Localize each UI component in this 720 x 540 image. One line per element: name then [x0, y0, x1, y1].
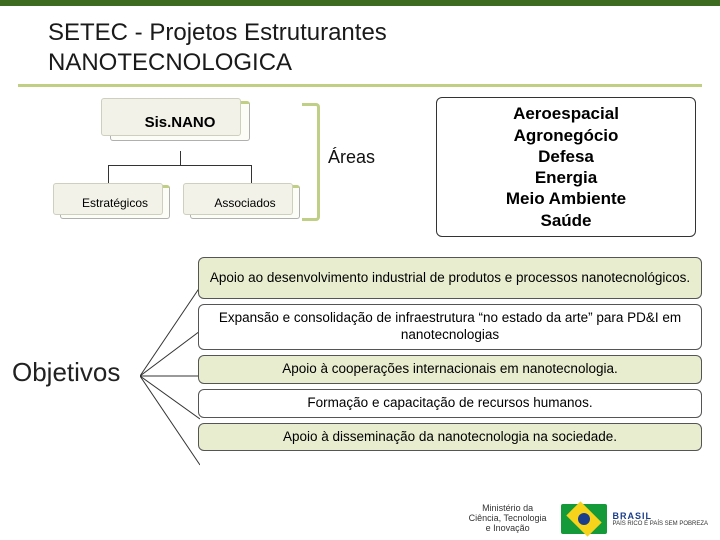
org-children-row: Estratégicos Associados: [60, 185, 300, 219]
area-item: Meio Ambiente: [506, 188, 626, 209]
area-item: Energia: [535, 167, 597, 188]
areas-label: Áreas: [328, 147, 375, 168]
areas-box: Aeroespacial Agronegócio Defesa Energia …: [436, 97, 696, 237]
flag-icon: [561, 504, 607, 534]
objetivo-text: Apoio à disseminação da nanotecnologia n…: [283, 429, 617, 444]
objetivo-box: Formação e capacitação de recursos human…: [198, 389, 702, 418]
lower-diagram: Objetivos Apoio ao desenvolvimento indus…: [0, 257, 720, 507]
objetivos-list: Apoio ao desenvolvimento industrial de p…: [198, 257, 702, 451]
objetivo-box: Apoio à disseminação da nanotecnologia n…: [198, 423, 702, 452]
area-item: Saúde: [540, 210, 591, 231]
brasil-sub: PAÍS RICO É PAÍS SEM POBREZA: [613, 521, 708, 527]
brasil-word: BRASIL: [613, 511, 653, 521]
objetivo-box: Apoio ao desenvolvimento industrial de p…: [198, 257, 702, 299]
org-connectors: [60, 151, 300, 185]
objetivo-text: Apoio ao desenvolvimento industrial de p…: [210, 270, 690, 287]
brasil-text: BRASIL PAÍS RICO É PAÍS SEM POBREZA: [613, 511, 708, 527]
footer: Ministério da Ciência, Tecnologia e Inov…: [469, 504, 708, 534]
fan-connector-icon: [140, 269, 200, 483]
org-chart: Sis.NANO Estratégicos Associados: [60, 101, 300, 141]
objetivo-text: Apoio à cooperações internacionais em na…: [282, 361, 617, 376]
objetivos-label: Objetivos: [12, 357, 120, 388]
ministry-line: e Inovação: [469, 524, 547, 534]
upper-diagram: Sis.NANO Estratégicos Associados Áreas A…: [0, 91, 720, 251]
area-item: Aeroespacial: [513, 103, 619, 124]
title-block: SETEC - Projetos Estruturantes NANOTECNO…: [18, 6, 702, 87]
area-item: Agronegócio: [514, 125, 619, 146]
objetivo-box: Apoio à cooperações internacionais em na…: [198, 355, 702, 384]
org-root-label: Sis.NANO: [145, 114, 216, 131]
objetivo-box: Expansão e consolidação de infraestrutur…: [198, 304, 702, 350]
org-child-node: Associados: [190, 185, 300, 219]
title-line-2: NANOTECNOLOGICA: [48, 49, 292, 76]
org-child-node: Estratégicos: [60, 185, 170, 219]
objetivo-text: Formação e capacitação de recursos human…: [307, 395, 592, 410]
ministry-text: Ministério da Ciência, Tecnologia e Inov…: [469, 504, 547, 534]
area-item: Defesa: [538, 146, 594, 167]
org-child-label: Associados: [214, 196, 275, 210]
brasil-logo: BRASIL PAÍS RICO É PAÍS SEM POBREZA: [561, 504, 708, 534]
org-child-label: Estratégicos: [82, 196, 148, 210]
org-root-node: Sis.NANO: [110, 101, 250, 141]
objetivo-text: Expansão e consolidação de infraestrutur…: [209, 310, 691, 344]
title-line-1: SETEC - Projetos Estruturantes: [48, 19, 387, 46]
bracket-icon: [302, 103, 320, 221]
